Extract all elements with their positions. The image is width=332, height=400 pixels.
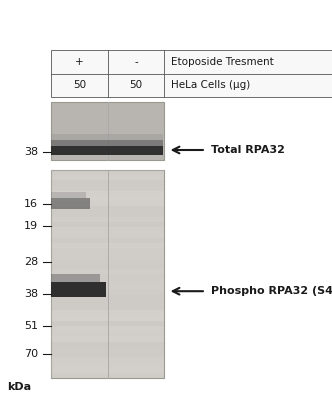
Text: 19: 19	[24, 221, 38, 231]
Text: 28: 28	[24, 257, 38, 267]
Bar	[51, 352, 164, 357]
Bar	[51, 357, 164, 362]
Bar	[51, 274, 100, 282]
Bar	[51, 102, 164, 160]
Text: 16: 16	[24, 199, 38, 209]
Bar	[51, 196, 164, 201]
Bar	[51, 217, 164, 222]
Bar	[51, 227, 164, 232]
Bar	[51, 331, 164, 336]
Bar	[51, 347, 164, 352]
Bar	[51, 253, 164, 258]
Text: 38: 38	[24, 289, 38, 299]
Bar	[51, 373, 164, 378]
Bar	[51, 258, 164, 264]
Bar	[51, 326, 164, 331]
Bar	[51, 316, 164, 321]
Text: HeLa Cells (μg): HeLa Cells (μg)	[171, 80, 250, 90]
Bar	[51, 290, 164, 295]
Bar	[51, 50, 332, 97]
Bar	[51, 186, 164, 191]
Bar	[51, 146, 163, 155]
Bar	[51, 279, 164, 284]
Text: +: +	[75, 57, 84, 67]
Bar	[51, 212, 164, 217]
Bar	[51, 238, 164, 243]
Bar	[51, 321, 164, 326]
Text: Phospho RPA32 (S4/S8): Phospho RPA32 (S4/S8)	[211, 286, 332, 296]
Bar	[51, 282, 106, 297]
Bar	[51, 191, 164, 196]
Bar	[51, 300, 164, 305]
Bar	[51, 274, 164, 279]
Bar	[51, 264, 164, 269]
Bar	[51, 201, 164, 206]
Bar	[51, 140, 163, 146]
Text: 50: 50	[73, 80, 86, 90]
Bar	[51, 248, 164, 253]
Bar	[51, 192, 86, 198]
Bar	[51, 243, 164, 248]
Bar	[51, 368, 164, 373]
Bar	[51, 170, 164, 378]
Bar	[51, 222, 164, 227]
Text: -: -	[134, 57, 138, 67]
Bar	[51, 342, 164, 347]
Text: 38: 38	[24, 147, 38, 157]
Text: kDa: kDa	[7, 382, 31, 392]
Bar	[51, 362, 164, 368]
Bar	[51, 232, 164, 238]
Bar	[51, 198, 90, 209]
Text: Total RPA32: Total RPA32	[211, 145, 285, 155]
Bar	[51, 295, 164, 300]
Bar	[51, 310, 164, 316]
Bar	[51, 134, 163, 140]
Bar	[51, 269, 164, 274]
Text: 51: 51	[24, 321, 38, 331]
Bar	[51, 336, 164, 342]
Bar	[51, 206, 164, 212]
Bar	[51, 170, 164, 175]
Bar	[51, 305, 164, 310]
Bar	[51, 284, 164, 290]
Text: 70: 70	[24, 349, 38, 359]
Bar	[51, 175, 164, 180]
Text: 50: 50	[129, 80, 143, 90]
Bar	[51, 180, 164, 186]
Text: Etoposide Tresment: Etoposide Tresment	[171, 57, 274, 67]
